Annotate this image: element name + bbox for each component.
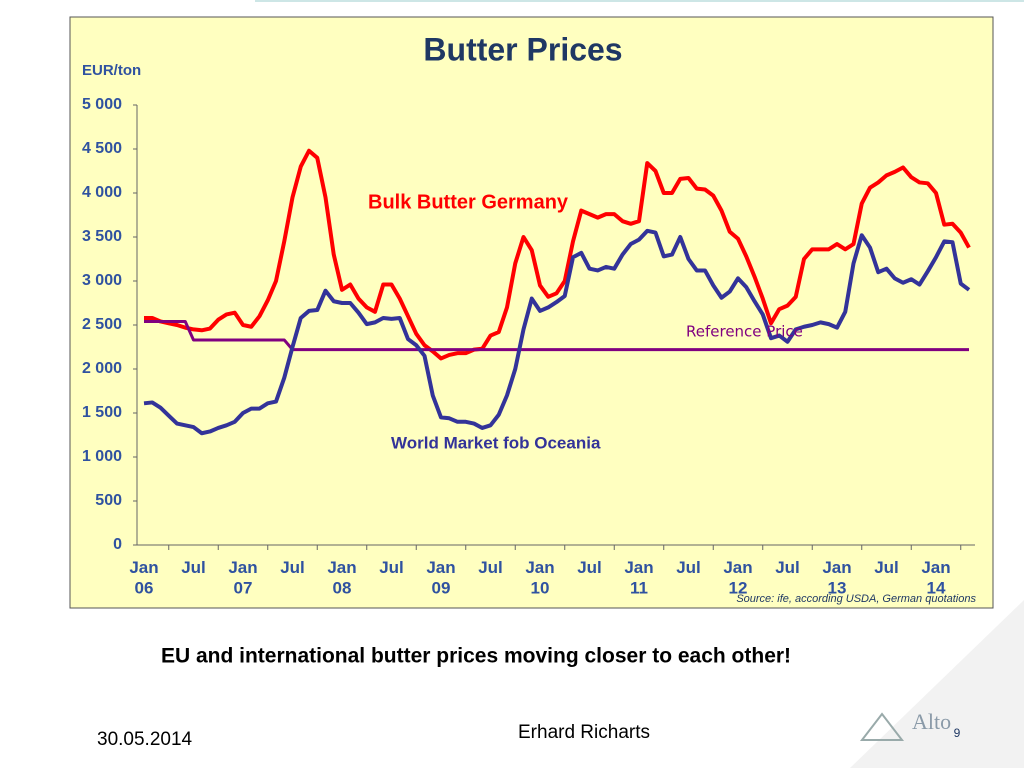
slide-caption: EU and international butter prices movin… (161, 645, 791, 668)
logo-mark (859, 712, 905, 741)
slide-author: Erhard Richarts (518, 722, 650, 743)
series-line (144, 319, 969, 352)
x-tick-label: Jan 12 (723, 558, 752, 597)
x-tick-label: Jul (181, 558, 206, 577)
y-tick-label: 4 500 (82, 140, 122, 157)
chart-title: Butter Prices (423, 31, 622, 67)
x-tick-label: Jul (676, 558, 701, 577)
x-tick-label: Jan 13 (822, 558, 851, 597)
series-label: Reference Price (686, 323, 803, 341)
logo-text: Alto (912, 709, 951, 734)
x-tick-label: Jul (478, 558, 503, 577)
series-label: World Market fob Oceania (391, 433, 601, 452)
y-tick-label: 3 000 (82, 272, 122, 289)
source-note: Source: ife, according USDA, German quot… (736, 593, 976, 605)
x-tick-label: Jan 09 (426, 558, 455, 597)
y-tick-label: 3 500 (82, 228, 122, 245)
y-tick-label: 1 000 (82, 448, 122, 465)
y-tick-label: 2 000 (82, 360, 122, 377)
slide-date: 30.05.2014 (97, 729, 193, 750)
x-tick-label: Jan 14 (921, 558, 950, 597)
page-number: 9 (954, 726, 961, 740)
y-tick-label: 0 (113, 536, 122, 553)
x-tick-label: Jul (280, 558, 305, 577)
x-tick-label: Jul (379, 558, 404, 577)
x-tick-label: Jan 10 (525, 558, 554, 597)
x-tick-label: Jan 11 (624, 558, 653, 597)
y-tick-label: 4 000 (82, 184, 122, 201)
series-line (143, 228, 971, 436)
chart-frame (69, 16, 994, 609)
x-tick-label: Jan 07 (228, 558, 257, 597)
x-tick-label: Jul (577, 558, 602, 577)
logo: Alto (859, 709, 951, 741)
x-tick-label: Jan 08 (327, 558, 356, 597)
y-tick-label: 5 000 (82, 96, 122, 113)
series-line (144, 148, 971, 361)
x-tick-label: Jul (874, 558, 899, 577)
series-label: Bulk Butter Germany (368, 191, 569, 213)
corner-shape (850, 600, 1024, 768)
y-tick-label: 1 500 (82, 404, 122, 421)
x-tick-label: Jan 06 (129, 558, 158, 597)
y-tick-label: 500 (95, 492, 122, 509)
y-axis-label: EUR/ton (82, 62, 141, 79)
y-tick-label: 2 500 (82, 316, 122, 333)
x-tick-label: Jul (775, 558, 800, 577)
